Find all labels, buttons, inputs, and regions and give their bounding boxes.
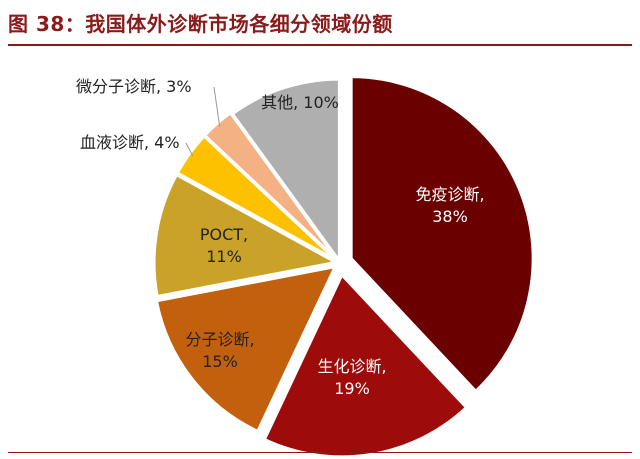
pie-slices — [152, 75, 535, 459]
slice-label-3: POCT, 11% — [200, 225, 248, 266]
pie-slice-6 — [230, 77, 341, 266]
leader-line-4 — [185, 142, 194, 157]
slice-label-0: 免疫诊断, 38% — [415, 185, 484, 226]
slice-label-5: 微分子诊断, 3% — [76, 77, 192, 96]
figure-title: 图 38：我国体外诊断市场各细分领域份额 — [8, 12, 393, 36]
bottom-divider — [8, 452, 632, 453]
slice-label-2: 分子诊断, 15% — [185, 330, 254, 371]
slice-labels: 免疫诊断, 38% 生化诊断, 19% 分子诊断, 15% POCT, 11% 血液诊断, 4%… — [76, 77, 485, 398]
pie-slice-5 — [202, 110, 339, 262]
pie-slice-2 — [154, 264, 338, 434]
pie-slice-3 — [152, 172, 341, 299]
slice-label-1: 生化诊断, 19% — [317, 357, 386, 398]
pie-slice-0 — [349, 75, 535, 394]
pie-slice-1 — [262, 272, 469, 459]
slice-label-6: 其他, 10% — [261, 93, 339, 112]
slice-label-4: 血液诊断, 4% — [80, 133, 180, 152]
title-divider — [8, 44, 632, 46]
leader-lines — [185, 86, 221, 157]
leader-line-5 — [213, 86, 221, 127]
